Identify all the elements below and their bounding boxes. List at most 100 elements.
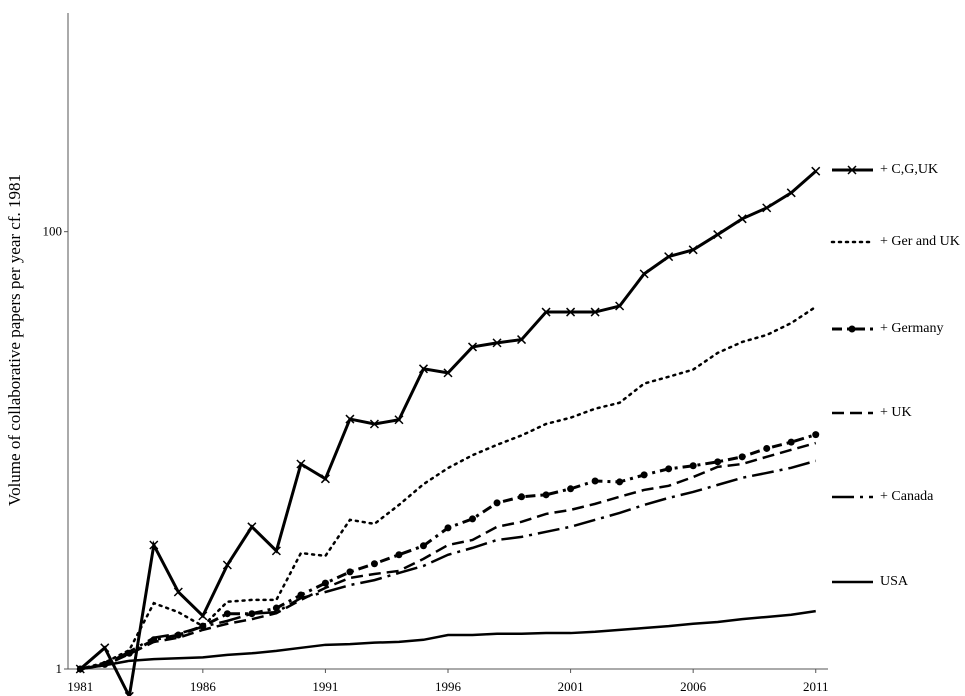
y-tick-label: 100	[43, 224, 63, 239]
marker-x	[541, 307, 551, 317]
marker-stroke	[639, 269, 649, 279]
marker-circle	[848, 325, 856, 333]
marker-stroke	[394, 415, 404, 425]
marker-x	[492, 338, 502, 348]
x-tick-label: 2001	[558, 679, 584, 694]
marker-x	[590, 307, 600, 317]
marker-x	[296, 459, 306, 469]
legend-label: + Ger and UK	[880, 234, 960, 249]
y-axis-label: Volume of collaborative papers per year …	[5, 174, 24, 506]
marker-circle	[346, 568, 354, 576]
marker-circle	[591, 477, 599, 485]
marker-circle	[763, 444, 771, 452]
marker-circle	[640, 471, 648, 479]
marker-circle	[787, 438, 795, 446]
x-tick-label: 1986	[190, 679, 217, 694]
marker-circle	[321, 579, 329, 587]
marker-circle	[812, 431, 820, 439]
marker-x	[320, 474, 330, 484]
legend-label: USA	[880, 574, 909, 589]
marker-stroke	[664, 252, 674, 262]
marker-circle	[493, 499, 501, 507]
marker-stroke	[688, 245, 698, 255]
marker-circle	[395, 551, 403, 559]
marker-x	[100, 643, 110, 653]
marker-x	[198, 611, 208, 621]
marker-circle	[223, 610, 231, 618]
marker-circle	[272, 604, 280, 612]
marker-stroke	[737, 214, 747, 224]
marker-x	[762, 203, 772, 213]
marker-x	[222, 560, 232, 570]
marker-stroke	[100, 643, 110, 653]
marker-circle	[567, 485, 575, 493]
x-tick-label: 2006	[680, 679, 707, 694]
marker-x	[418, 364, 429, 374]
marker-stroke	[811, 166, 821, 176]
marker-circle	[689, 462, 697, 470]
marker-stroke	[320, 474, 330, 484]
marker-stroke	[271, 546, 281, 556]
marker-stroke	[517, 335, 527, 345]
legend-label: + UK	[880, 405, 912, 420]
marker-stroke	[786, 188, 796, 198]
marker-x	[566, 307, 576, 317]
marker-x	[737, 214, 747, 224]
series-line	[80, 441, 817, 671]
marker-circle	[444, 524, 452, 532]
x-tick-label: 2011	[803, 679, 829, 694]
legend-label: + C,G,UK	[880, 162, 939, 177]
legend-label: + Germany	[880, 321, 944, 336]
marker-stroke	[615, 301, 625, 311]
marker-x	[517, 335, 527, 345]
marker-stroke	[124, 691, 134, 696]
marker-x	[467, 342, 478, 352]
marker-x	[271, 546, 281, 556]
marker-circle	[469, 515, 477, 523]
marker-x	[173, 587, 183, 597]
series-line	[79, 305, 817, 671]
marker-circle	[370, 560, 378, 568]
marker-stroke	[467, 342, 478, 352]
legend-label: + Canada	[880, 489, 934, 504]
marker-x	[639, 269, 649, 279]
marker-stroke	[198, 611, 208, 621]
series-line	[80, 609, 816, 671]
marker-x	[664, 252, 674, 262]
marker-x	[786, 188, 796, 198]
marker-stroke	[713, 230, 723, 240]
marker-stroke	[345, 414, 355, 424]
marker-stroke	[418, 364, 429, 374]
y-tick-label: 1	[56, 661, 63, 676]
marker-circle	[714, 458, 722, 466]
marker-circle	[248, 610, 256, 618]
marker-x	[394, 415, 404, 425]
marker-x	[847, 165, 857, 175]
x-tick-label: 1991	[312, 679, 338, 694]
marker-stroke	[443, 368, 453, 378]
series-line	[80, 459, 817, 671]
marker-stroke	[762, 203, 772, 213]
marker-circle	[738, 453, 746, 461]
marker-x	[713, 230, 723, 240]
marker-circle	[616, 478, 624, 486]
marker-stroke	[492, 338, 502, 348]
x-tick-label: 1981	[67, 679, 93, 694]
marker-stroke	[847, 165, 857, 175]
x-tick-label: 1996	[435, 679, 462, 694]
marker-stroke	[566, 307, 576, 317]
marker-circle	[419, 542, 427, 550]
marker-stroke	[590, 307, 600, 317]
marker-stroke	[222, 560, 232, 570]
marker-x	[149, 540, 159, 550]
marker-x	[811, 166, 821, 176]
marker-x	[369, 419, 379, 429]
marker-stroke	[149, 540, 159, 550]
marker-x	[443, 368, 453, 378]
marker-stroke	[247, 522, 257, 532]
marker-x	[345, 414, 355, 424]
series-line	[79, 170, 817, 696]
marker-stroke	[173, 587, 183, 597]
marker-stroke	[296, 459, 306, 469]
